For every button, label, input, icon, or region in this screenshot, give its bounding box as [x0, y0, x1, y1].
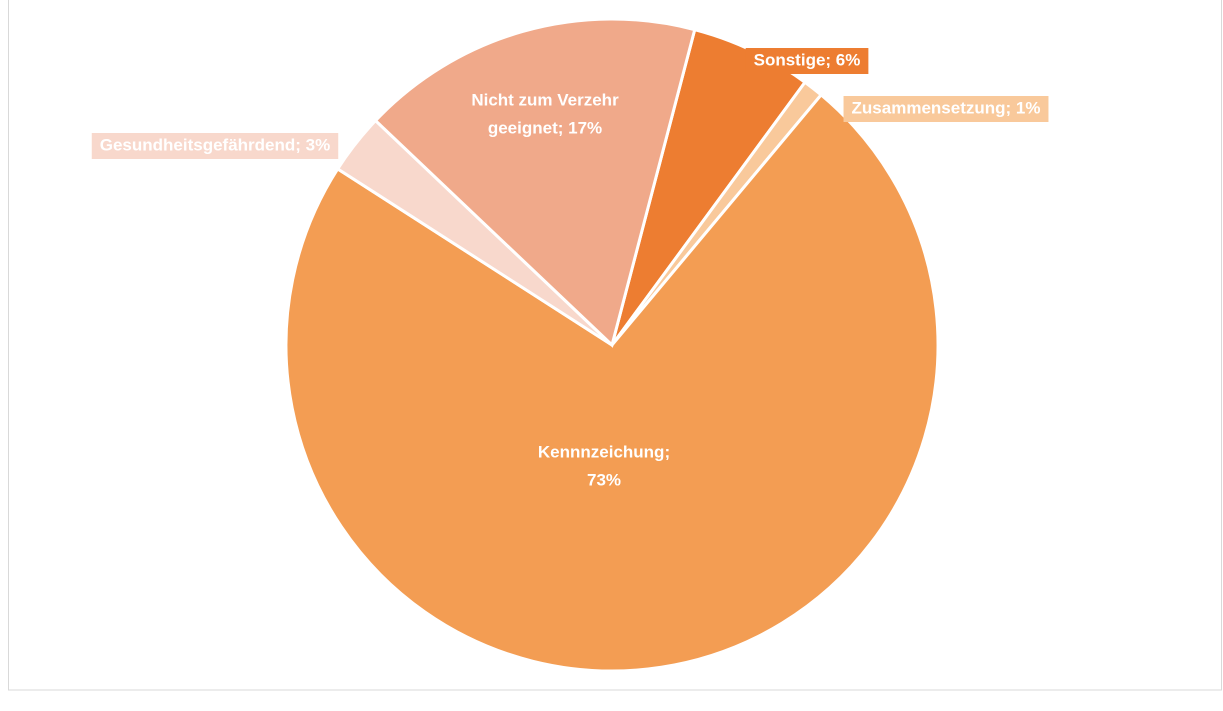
data-label-box: [745, 48, 869, 74]
data-label: Kennnzeichung; 73%: [538, 442, 670, 489]
data-label: Gesundheitsgefährdend; 3%: [91, 133, 339, 159]
data-label-text: Kennnzeichung;: [538, 442, 670, 461]
data-label: Zusammensetzung; 1%: [843, 96, 1049, 122]
data-label: Sonstige; 6%: [745, 48, 869, 74]
pie-slice: [373, 17, 697, 348]
data-label-box: [843, 96, 1049, 122]
data-label-text: geeignet; 17%: [488, 118, 602, 137]
data-label-text: Nicht zum Verzehr: [471, 90, 619, 109]
data-label: Nicht zum Verzehr geeignet; 17%: [471, 90, 619, 137]
data-label-text: Sonstige; 6%: [754, 50, 861, 69]
data-label-box: [91, 133, 339, 159]
data-label-text: Zusammensetzung; 1%: [852, 98, 1041, 117]
pie-slice: [284, 92, 940, 673]
data-label-text: 73%: [587, 470, 621, 489]
data-label-text: Gesundheitsgefährdend; 3%: [100, 135, 330, 154]
